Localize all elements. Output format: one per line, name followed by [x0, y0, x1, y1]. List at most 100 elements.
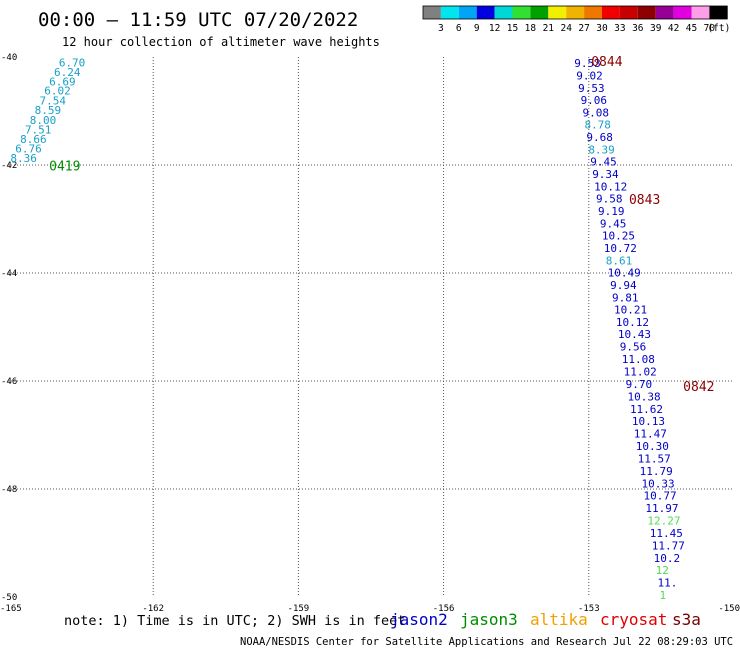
swh-value-label: 11.57 [638, 452, 671, 465]
scale-frame [422, 5, 728, 20]
scale-swatch [602, 6, 620, 19]
scale-tick-label: 21 [543, 23, 555, 34]
scale-swatch [458, 6, 477, 19]
scale-swatch [637, 6, 656, 19]
swh-value-label: 9.58 [596, 193, 623, 206]
swh-value-label: 10.72 [604, 242, 637, 255]
scale-tick-label: 27 [578, 23, 589, 34]
swh-value-label: 9.53 [574, 57, 601, 70]
satellite-name: jason3 [460, 610, 518, 629]
scale-tick-label: 33 [614, 23, 625, 34]
swh-value-label: 9.68 [586, 131, 613, 144]
scale-swatch [691, 6, 710, 19]
swh-value-label: 10.12 [594, 180, 627, 193]
swh-value-label: 11.47 [634, 428, 667, 441]
scale-swatch [476, 6, 495, 19]
satellite-name: jason2 [390, 610, 448, 629]
swh-value-label: 11.79 [640, 465, 673, 478]
swh-value-label: 9.34 [592, 168, 619, 181]
scale-swatch [584, 6, 602, 19]
swh-value-label: 9.53 [578, 82, 605, 95]
scale-tick-label: 45 [686, 23, 697, 34]
swh-value-label: 8.00 [30, 114, 56, 127]
swh-value-label: 6.76 [15, 142, 42, 155]
scale-tick-label: 6 [456, 23, 462, 34]
swh-value-label: 7.54 [39, 94, 66, 107]
y-tick-label: -50 [1, 593, 17, 603]
scale-tick-label: 12 [489, 23, 500, 34]
scale-tick-label: 42 [668, 23, 679, 34]
y-tick-label: -42 [1, 161, 17, 171]
y-tick-label: -44 [1, 269, 17, 279]
swh-value-label: 11. [658, 577, 678, 590]
satellite-name: cryosat [600, 610, 667, 629]
swh-value-label: 10.21 [614, 303, 647, 316]
satellite-legend: jason2 jason3 altika cryosat s3a [390, 610, 701, 629]
swh-value-label: 10.30 [636, 440, 669, 453]
y-tick-label: -40 [1, 53, 17, 63]
swh-value-label: 10.13 [632, 415, 665, 428]
swh-value-label: 8.66 [20, 133, 46, 146]
swh-value-label: 7.51 [25, 124, 52, 137]
scale-tick-label: 9 [474, 23, 480, 34]
chart-title: 00:00 — 11:59 UTC 07/20/2022 [38, 9, 358, 31]
pass-time-labels: 0419 0844 0843 0842 [49, 55, 714, 395]
y-tick-label: -46 [1, 377, 17, 387]
scale-swatch [548, 6, 567, 19]
swh-value-label: 9.19 [598, 205, 625, 218]
satellite-name: s3a [672, 610, 701, 629]
swh-value-label: 10.25 [602, 229, 635, 242]
swh-value-label: 9.81 [612, 292, 639, 305]
scale-tick-label: 36 [632, 23, 644, 34]
swh-value-label: 8.39 [588, 144, 615, 157]
swh-value-label: 11.77 [652, 539, 685, 552]
color-scale-legend: 3 6 9 12 15 18 21 24 27 30 33 36 39 42 45 70(ft) [422, 5, 730, 34]
scale-swatch [709, 6, 728, 19]
scale-tick-label: 30 [596, 23, 608, 34]
swh-data-points: 6.706.246.696.027.548.598.007.518.666.76… [10, 57, 684, 602]
swh-value-label: 6.70 [59, 57, 86, 70]
satellite-name: altika [530, 610, 588, 629]
y-tick-label: -48 [1, 485, 17, 495]
swh-value-label: 9.70 [626, 378, 653, 391]
swh-value-label: 8.59 [35, 104, 62, 117]
x-tick-label: -150 [718, 604, 740, 614]
pass-time-label: 0842 [683, 380, 714, 395]
scale-swatch [655, 6, 674, 19]
swh-value-label: 9.56 [620, 341, 647, 354]
scale-swatch [423, 6, 441, 19]
swh-value-label: 8.78 [584, 119, 611, 132]
footer-credit: NOAA/NESDIS Center for Satellite Applica… [240, 636, 740, 648]
scale-tick-label: 18 [525, 23, 537, 34]
swh-value-label: 9.06 [581, 94, 608, 107]
swh-value-label: 9.02 [576, 70, 603, 83]
swh-value-label: 11.02 [624, 366, 657, 379]
chart-subtitle: 12 hour collection of altimeter wave hei… [62, 35, 380, 49]
swh-value-label: 9.45 [600, 218, 627, 231]
pass-time-label: 0419 [49, 159, 80, 174]
swh-value-label: 10.49 [608, 267, 641, 280]
y-tick-labels: -40 -42 -44 -46 -48 -50 [1, 53, 17, 603]
swh-value-label: 6.69 [49, 76, 76, 89]
swh-value-label: 1 [659, 589, 666, 602]
x-tick-label: -159 [288, 604, 310, 614]
plot-grid [8, 57, 734, 597]
swh-value-label: 10.2 [654, 552, 681, 565]
footer-note: note: 1) Time is in UTC; 2) SWH is in fe… [64, 613, 405, 629]
scale-swatch [619, 6, 638, 19]
scale-tick-label: 39 [650, 23, 662, 34]
scale-swatch [530, 6, 549, 19]
swh-value-label: 10.43 [618, 328, 651, 341]
scale-tick-label: 3 [438, 23, 444, 34]
scale-unit: (ft) [707, 23, 730, 34]
x-tick-label: -162 [142, 604, 164, 614]
swh-value-label: 10.77 [643, 490, 676, 503]
x-tick-labels: -165 -162 -159 -156 -153 -150 [0, 604, 740, 614]
x-tick-label: -156 [433, 604, 455, 614]
swh-value-label: 6.02 [44, 85, 71, 98]
swh-value-label: 10.12 [616, 316, 649, 329]
x-tick-label: -153 [578, 604, 600, 614]
scale-swatch [494, 6, 513, 19]
